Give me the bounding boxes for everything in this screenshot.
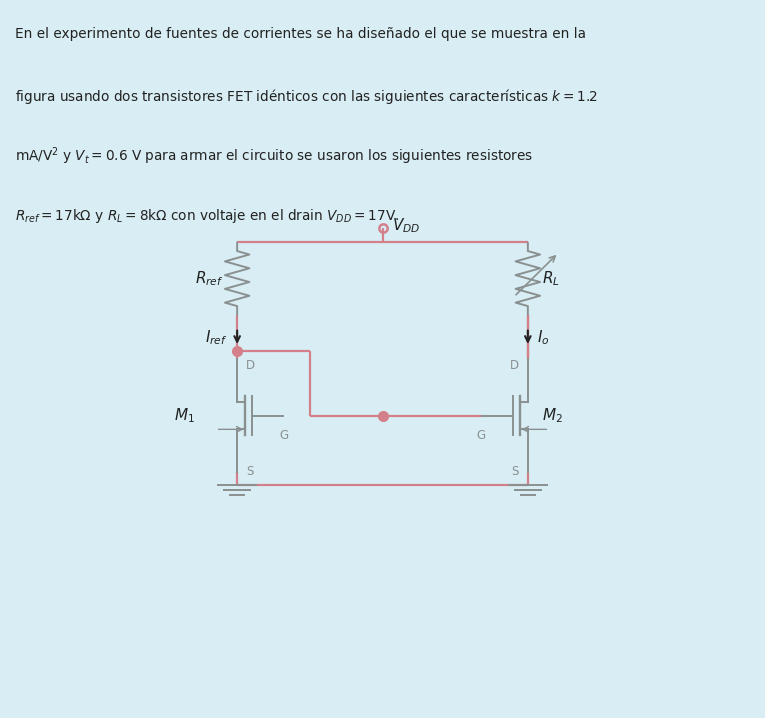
Text: S: S <box>511 465 519 477</box>
Text: $I_{ref}$: $I_{ref}$ <box>206 328 228 347</box>
Text: En el experimento de fuentes de corrientes se ha diseñado el que se muestra en l: En el experimento de fuentes de corrient… <box>15 27 586 42</box>
Text: D: D <box>246 358 256 372</box>
Text: $R_{ref} = 17\mathrm{k\Omega}$ y $R_L = 8\mathrm{k\Omega}$ con voltaje en el dra: $R_{ref} = 17\mathrm{k\Omega}$ y $R_L = … <box>15 207 399 225</box>
Text: $\mathrm{mA/V^2}$ y $V_t = 0.6$ V para armar el circuito se usaron los siguiente: $\mathrm{mA/V^2}$ y $V_t = 0.6$ V para a… <box>15 146 533 167</box>
Text: $V_{DD}$: $V_{DD}$ <box>392 217 420 236</box>
Text: G: G <box>279 429 288 442</box>
Text: figura usando dos transistores FET idénticos con las siguientes características : figura usando dos transistores FET idént… <box>15 87 598 106</box>
Text: $M_1$: $M_1$ <box>174 406 195 425</box>
Text: G: G <box>477 429 486 442</box>
Text: S: S <box>246 465 254 477</box>
Text: $M_2$: $M_2$ <box>542 406 562 425</box>
Text: $R_L$: $R_L$ <box>542 269 559 288</box>
Text: $R_{ref}$: $R_{ref}$ <box>195 269 223 288</box>
Text: D: D <box>509 358 519 372</box>
Text: $I_o$: $I_o$ <box>537 328 549 347</box>
